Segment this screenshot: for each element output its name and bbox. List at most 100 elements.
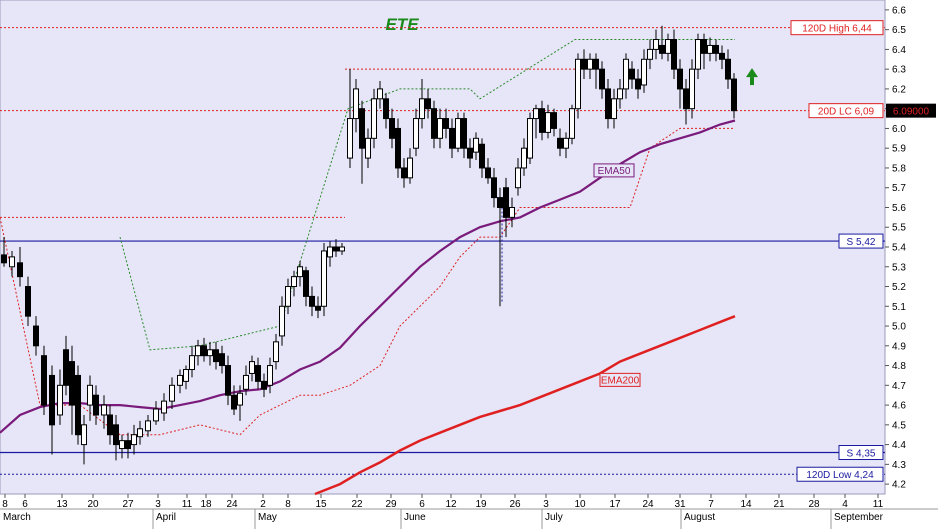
candle-body	[125, 440, 131, 450]
y-tick-label: 5.2	[892, 282, 906, 293]
candle-body	[25, 286, 31, 317]
candle-body	[177, 374, 183, 386]
y-tick-label: 5.6	[892, 203, 906, 214]
candle-body	[279, 305, 285, 337]
x-month-label: March	[3, 512, 31, 523]
candle-body	[231, 394, 237, 410]
x-tick-label: 29	[385, 499, 397, 510]
candle-body	[93, 394, 99, 416]
candle-body	[225, 365, 231, 396]
candle-body	[237, 392, 243, 406]
x-tick-label: 28	[808, 499, 820, 510]
y-tick-label: 5.0	[892, 322, 906, 333]
candle-body	[183, 369, 189, 382]
candle-body	[63, 349, 69, 386]
candle-body	[267, 365, 273, 386]
candle-body	[515, 167, 521, 189]
candle-body	[521, 147, 527, 169]
candle-body	[593, 58, 599, 70]
x-tick-label: 4	[842, 499, 848, 510]
candle-body	[249, 361, 255, 374]
x-tick-label: 17	[609, 499, 621, 510]
up-arrow-icon	[746, 68, 758, 78]
x-tick-label: 21	[773, 499, 785, 510]
candle-body	[87, 384, 93, 406]
y-tick-label: 5.4	[892, 243, 906, 254]
x-month-label: April	[156, 512, 176, 523]
candle-body	[677, 68, 683, 90]
candle-body	[479, 143, 485, 169]
candle-body	[689, 68, 695, 110]
x-tick-label: 24	[642, 499, 654, 510]
x-tick-label: 24	[226, 499, 238, 510]
plot-area	[0, 0, 886, 495]
candle-body	[395, 127, 401, 169]
y-tick-label: 4.4	[892, 440, 906, 451]
x-month-label: August	[684, 512, 715, 523]
candle-body	[575, 58, 581, 110]
up-arrow-icon	[750, 77, 754, 86]
y-tick-label: 4.7	[892, 381, 906, 392]
candle-body	[161, 400, 167, 414]
candle-body	[563, 137, 569, 149]
candle-body	[569, 108, 575, 139]
level-label-box	[808, 103, 884, 119]
series-label: EMA200	[601, 375, 640, 386]
x-tick-label: 19	[475, 499, 487, 510]
candle-body	[617, 88, 623, 100]
candle-body	[659, 44, 665, 54]
candle-body	[695, 39, 701, 70]
level-label: 120D High 6,44	[802, 24, 872, 35]
candle-body	[75, 374, 81, 436]
candle-body	[377, 88, 383, 100]
candle-body	[647, 48, 653, 60]
candle-body	[491, 177, 497, 199]
candle-body	[437, 118, 443, 139]
candle-body	[309, 295, 315, 307]
candle-body	[719, 52, 725, 60]
candle-body	[365, 137, 371, 159]
candle-body	[119, 440, 125, 450]
candle-body	[611, 98, 617, 120]
y-tick-label: 4.3	[892, 460, 906, 471]
candle-body	[69, 361, 75, 406]
candle-body	[383, 98, 389, 120]
candle-body	[665, 39, 671, 54]
candle-body	[557, 137, 563, 149]
x-tick-label: 31	[674, 499, 686, 510]
candle-body	[449, 127, 455, 149]
y-tick-label: 5.1	[892, 302, 906, 313]
candle-body	[297, 266, 303, 278]
candle-body	[291, 276, 297, 288]
candle-body	[713, 44, 719, 54]
candle-body	[635, 78, 641, 90]
candle-body	[321, 250, 327, 307]
x-tick-label: 13	[56, 499, 68, 510]
y-tick-label: 6.5	[892, 25, 906, 36]
y-tick-label: 6.4	[892, 45, 906, 56]
candle-body	[285, 286, 291, 307]
price-tag: 6.09000	[893, 107, 930, 118]
candle-body	[653, 39, 659, 50]
candle-body	[467, 147, 473, 159]
series-label-box	[599, 372, 641, 387]
x-tick-label: 2	[260, 499, 266, 510]
level-label-box	[838, 233, 884, 249]
candle-body	[189, 355, 195, 371]
x-tick-label: 6	[22, 499, 28, 510]
y-tick-label: 4.9	[892, 341, 906, 352]
candle-body	[455, 118, 461, 149]
candle-body	[49, 374, 55, 426]
level-label: 120D Low 4,24	[806, 470, 874, 481]
candle-body	[1, 254, 7, 264]
y-tick-label: 5.9	[892, 144, 906, 155]
candle-body	[41, 355, 47, 406]
candle-body	[683, 88, 689, 110]
candle-body	[195, 345, 201, 357]
x-tick-label: 20	[87, 499, 99, 510]
x-tick-label: 14	[740, 499, 752, 510]
candle-body	[261, 380, 267, 390]
level-label: 20D LC 6,09	[818, 107, 875, 118]
x-month-label: May	[258, 512, 277, 523]
x-tick-label: 8	[2, 499, 8, 510]
